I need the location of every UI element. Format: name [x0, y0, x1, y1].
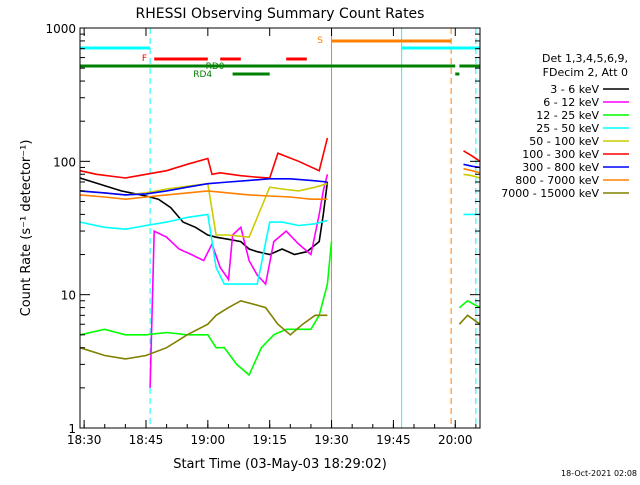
legend-label-100-300-kev: 100 - 300 keV: [522, 148, 599, 161]
legend-label-25-50-kev: 25 - 50 keV: [536, 122, 599, 135]
y-tick-label: 10: [61, 289, 76, 303]
x-tick-label: 20:00: [438, 433, 473, 447]
x-tick-label: 19:45: [376, 433, 411, 447]
flag-label-s: S: [317, 36, 323, 46]
series-line-50-100-kev-late: [463, 173, 481, 179]
x-tick-label: 19:30: [314, 433, 349, 447]
flag-label-rd0: RD0: [206, 62, 225, 72]
plot-frame: [79, 27, 481, 429]
x-tick-label: 18:45: [129, 433, 164, 447]
legend-label-800-7000-kev: 800 - 7000 keV: [515, 174, 599, 187]
flag-label-f: F: [142, 54, 147, 64]
legend-header: Det 1,3,4,5,6,9,: [542, 52, 628, 65]
series-line-800-7000-kev-late: [463, 167, 481, 174]
y-tick-label: 1: [68, 422, 76, 436]
y-tick-label: 1000: [45, 22, 76, 36]
legend: Det 1,3,4,5,6,9,FDecim 2, Att 0 3 - 6 keV…: [501, 52, 629, 200]
series-line-7000-15000-kev: [79, 299, 328, 360]
series-line-3-6-kev: [79, 177, 329, 256]
series-line-100-300-kev: [79, 137, 329, 179]
legend-label-3-6-kev: 3 - 6 keV: [550, 83, 599, 96]
axes: 18:30 18:45 19:00 19:15 19:30 19:45 20:00 1 10 10…: [45, 22, 480, 447]
legend-label-7000-15000-kev: 7000 - 15000 keV: [501, 187, 599, 200]
series-line-300-800-kev: [79, 178, 328, 196]
y-axis-label: Count Rate (s⁻¹ detector⁻¹): [19, 140, 34, 317]
chart-title: RHESSI Observing Summary Count Rates: [136, 6, 425, 22]
flag-label-rd4: RD4: [193, 70, 212, 80]
legend-label-12-25-kev: 12 - 25 keV: [536, 109, 599, 122]
x-tick-label: 18:30: [67, 433, 102, 447]
series-line-7000-15000-kev-late: [458, 314, 481, 325]
series-line-12-25-kev-late: [458, 299, 481, 309]
x-axis-label: Start Time (03-May-03 18:29:02): [173, 457, 387, 472]
legend-label-6-12-kev: 6 - 12 keV: [543, 96, 599, 109]
legend-label-300-800-kev: 300 - 800 keV: [522, 161, 599, 174]
legend-label-50-100-kev: 50 - 100 keV: [529, 135, 599, 148]
y-tick-label: 100: [53, 155, 76, 169]
x-tick-label: 19:00: [191, 433, 226, 447]
legend-header: FDecim 2, Att 0: [543, 66, 628, 79]
timestamp: 18-Oct-2021 02:08: [561, 469, 637, 478]
series-line-25-50-kev: [79, 213, 328, 285]
series-line-6-12-kev: [149, 174, 329, 388]
series-line-800-7000-kev: [79, 190, 328, 201]
series-line-12-25-kev: [79, 241, 333, 377]
x-tick-label: 19:15: [252, 433, 287, 447]
series-line-100-300-kev-late: [463, 150, 481, 162]
